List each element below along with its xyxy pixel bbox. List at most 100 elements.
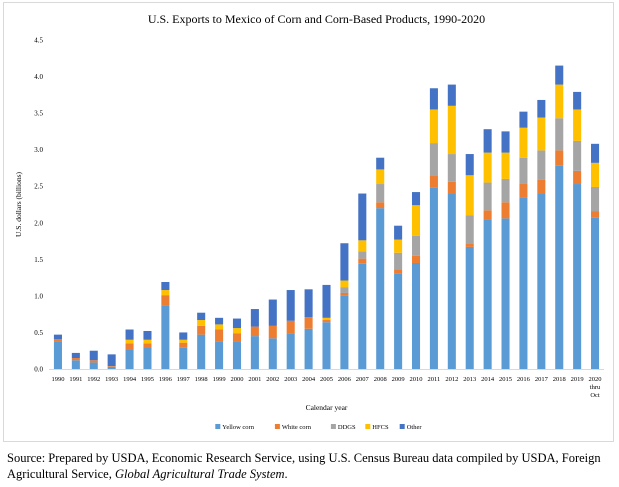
bar-segment-ddgs — [394, 252, 403, 270]
y-tick-label: 1.0 — [34, 292, 43, 300]
x-tick-label: 2018 — [553, 376, 566, 383]
bar-segment-yellow-corn — [501, 218, 510, 369]
bar-segment-hfcs — [161, 290, 170, 296]
bar-segment-other — [537, 99, 546, 118]
bar-segment-hfcs — [322, 317, 331, 321]
bar-segment-ddgs — [555, 118, 564, 151]
bar-segment-yellow-corn — [573, 184, 582, 369]
x-tick-label: 2014 — [481, 376, 495, 383]
x-tick-label: 2006 — [338, 376, 352, 383]
bar-segment-ddgs — [465, 215, 474, 244]
x-tick-label: 2004 — [302, 376, 316, 383]
bar-segment-ddgs — [447, 154, 456, 182]
bar-segment-yellow-corn — [394, 273, 403, 369]
bar-segment-ddgs — [411, 235, 421, 256]
x-tick-label: 1990 — [51, 376, 64, 383]
x-tick-label: 2007 — [356, 376, 370, 383]
bar-segment-yellow-corn — [197, 334, 206, 369]
bar-segment-other — [411, 192, 421, 206]
bar-segment-white-corn — [232, 333, 242, 342]
bar-segment-other — [376, 157, 385, 170]
bar-segment-yellow-corn — [358, 263, 367, 369]
bar-segment-yellow-corn — [555, 165, 564, 369]
bar-segment-white-corn — [71, 358, 80, 361]
chart-frame: U.S. Exports to Mexico of Corn and Corn-… — [3, 2, 614, 442]
bar-segment-other — [465, 154, 474, 176]
bar-segment-yellow-corn — [340, 295, 349, 369]
bar-segment-other — [268, 299, 277, 326]
y-tick-label: 2.5 — [34, 183, 43, 191]
legend-label: White corn — [282, 424, 312, 431]
x-tick-label: 1994 — [123, 376, 137, 383]
bar-segment-yellow-corn — [519, 197, 528, 369]
bar-segment-white-corn — [143, 343, 152, 348]
bar-segment-hfcs — [215, 324, 224, 330]
bar-segment-hfcs — [340, 280, 349, 288]
bar-segment-yellow-corn — [268, 338, 277, 369]
bar-segment-yellow-corn — [53, 341, 62, 369]
x-tick-label: 2008 — [374, 376, 387, 383]
bar-segment-yellow-corn — [179, 347, 188, 369]
bar-segment-white-corn — [573, 170, 582, 185]
bar-segment-yellow-corn — [89, 362, 98, 369]
x-tick-label: 2010 — [410, 376, 423, 383]
bar-segment-other — [447, 84, 456, 106]
bar-segment-hfcs — [483, 152, 492, 183]
legend-label: HFCS — [372, 424, 389, 431]
legend-swatch-yellow-corn — [215, 424, 221, 429]
bar-segment-hfcs — [465, 175, 474, 216]
x-tick-label: 2019 — [571, 376, 584, 383]
bar-segment-yellow-corn — [161, 305, 170, 369]
bar-segment-hfcs — [197, 320, 206, 326]
bar-segment-other — [555, 65, 564, 85]
bar-segment-yellow-corn — [286, 333, 295, 369]
bar-segment-white-corn — [555, 150, 564, 166]
bar-segment-other — [71, 352, 80, 359]
bar-segment-yellow-corn — [429, 187, 438, 369]
bar-segment-yellow-corn — [411, 262, 421, 369]
bar-segment-yellow-corn — [376, 208, 385, 369]
bar-segment-yellow-corn — [537, 193, 546, 369]
bar-segment-other — [591, 143, 600, 163]
bar-segment-white-corn — [537, 179, 546, 194]
legend-swatch-hfcs — [365, 424, 371, 429]
bar-segment-other — [340, 243, 349, 281]
bar-segment-white-corn — [53, 339, 62, 342]
bar-segment-other — [483, 129, 492, 153]
bar-segment-hfcs — [394, 239, 403, 253]
bar-segment-hfcs — [573, 109, 582, 141]
source-italic-text: Global Agricultural Trade System — [114, 467, 285, 481]
y-tick-label: 3.5 — [34, 110, 43, 118]
x-tick-label: 1993 — [105, 376, 118, 383]
bar-segment-white-corn — [250, 326, 259, 337]
x-tick-label: 1996 — [159, 376, 173, 383]
y-axis-label: U.S. dollars (billions) — [14, 171, 23, 237]
bar-segment-yellow-corn — [322, 322, 331, 369]
x-tick-label: 2020 — [589, 376, 602, 383]
bar-segment-yellow-corn — [250, 336, 259, 369]
bar-segment-hfcs — [537, 117, 546, 151]
legend-label: Other — [407, 424, 423, 431]
bar-segment-other — [250, 309, 259, 327]
bar-segment-ddgs — [573, 140, 582, 171]
bar-segment-other — [429, 88, 438, 110]
bar-segment-yellow-corn — [483, 219, 492, 369]
bar-segment-white-corn — [376, 202, 385, 209]
bar-segment-other — [89, 350, 98, 361]
x-tick-label: 2013 — [463, 376, 476, 383]
bar-segment-white-corn — [89, 360, 98, 363]
bar-segment-white-corn — [394, 269, 403, 274]
bar-segment-white-corn — [340, 292, 349, 296]
bar-segment-other — [304, 289, 313, 318]
x-tick-label: 2000 — [230, 376, 243, 383]
bar-segment-other — [215, 317, 224, 325]
bar-segment-ddgs — [519, 157, 528, 184]
bar-segment-hfcs — [555, 84, 564, 119]
y-tick-label: 1.5 — [34, 256, 43, 264]
y-tick-label: 0.5 — [34, 329, 43, 337]
bar-segment-hfcs — [143, 339, 152, 344]
bar-segment-hfcs — [591, 162, 600, 187]
bar-segment-other — [232, 318, 242, 329]
x-axis-label: Calendar year — [306, 403, 348, 412]
bar-segment-other — [53, 334, 62, 340]
